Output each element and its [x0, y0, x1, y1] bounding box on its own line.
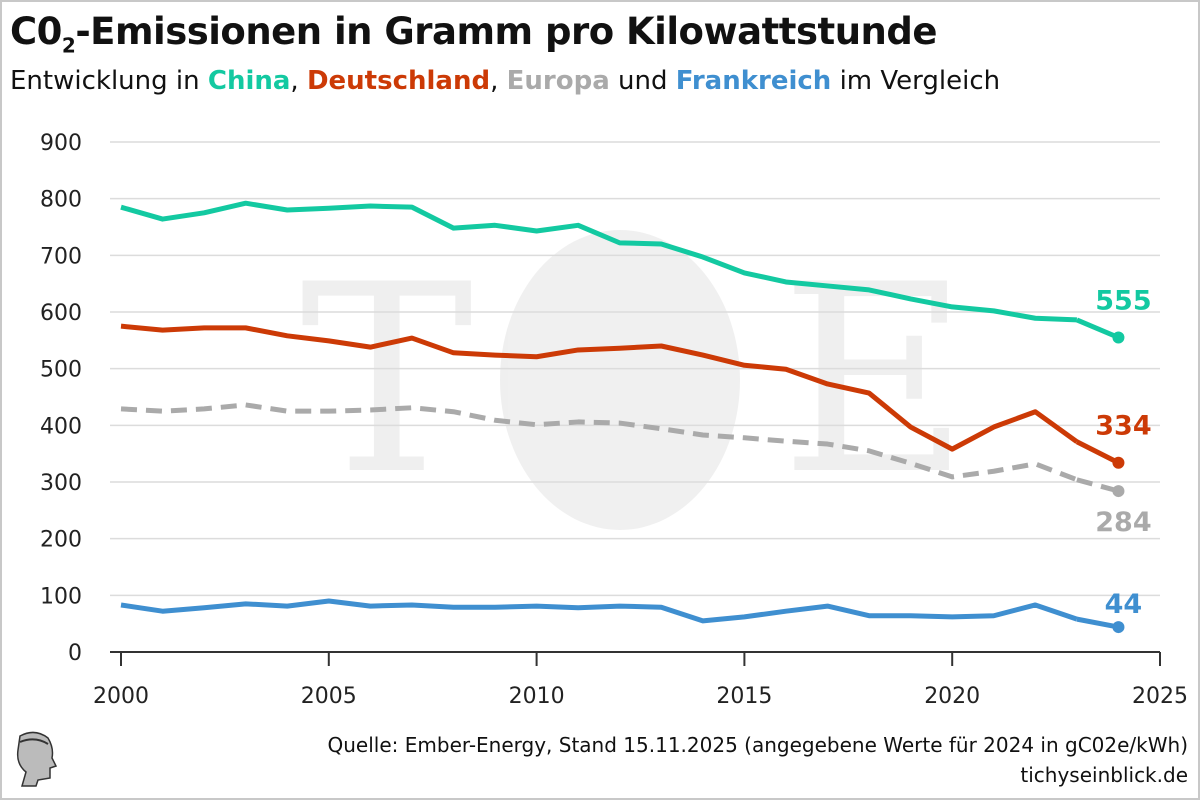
- x-tick-label: 2015: [716, 684, 772, 709]
- y-tick-label: 800: [40, 188, 82, 213]
- series-segment-europa: [1076, 477, 1120, 494]
- watermark: T E: [300, 230, 970, 532]
- source-note: Quelle: Ember-Energy, Stand 15.11.2025 (…: [327, 733, 1188, 757]
- series-segment-frankreich: [1076, 616, 1119, 630]
- y-tick-label: 900: [40, 131, 82, 156]
- end-point-frankreich: [1112, 621, 1125, 634]
- series-segment-china: [1075, 317, 1120, 340]
- series-line-china: [120, 200, 1077, 323]
- chart-subtitle: Entwicklung in China, Deutschland, Europ…: [10, 66, 1001, 96]
- end-label-deutschland: 334: [1095, 411, 1151, 442]
- end-point-deutschland: [1112, 456, 1125, 469]
- series-line-europa: [120, 402, 1078, 483]
- series-line-frankreich: [120, 598, 1078, 624]
- site-credit: tichyseinblick.de: [1020, 763, 1188, 787]
- legend-frankreich: Frankreich: [675, 66, 832, 96]
- y-tick-label: 200: [40, 528, 82, 553]
- y-tick-label: 100: [40, 584, 82, 609]
- y-tick-label: 400: [40, 414, 82, 439]
- x-tick-label: 2010: [509, 684, 565, 709]
- x-tick-label: 2025: [1132, 684, 1188, 709]
- chart-title: C02-Emissionen in Gramm pro Kilowattstun…: [10, 10, 937, 58]
- end-label-china: 555: [1095, 286, 1151, 317]
- svg-text:E: E: [780, 230, 970, 532]
- svg-text:T: T: [300, 230, 475, 532]
- series-line-deutschland: [120, 323, 1079, 452]
- y-tick-label: 700: [40, 244, 82, 269]
- y-tick-label: 300: [40, 471, 82, 496]
- end-label-frankreich: 44: [1105, 589, 1143, 620]
- series-segment-deutschland: [1075, 439, 1120, 465]
- y-tick-label: 0: [68, 641, 82, 666]
- x-tick-label: 2020: [924, 684, 980, 709]
- tichy-logo-icon: [16, 731, 58, 787]
- legend-china: China: [207, 66, 291, 96]
- y-tick-label: 600: [40, 301, 82, 326]
- x-tick-label: 2000: [93, 684, 149, 709]
- legend-europa: Europa: [506, 66, 610, 96]
- end-label-europa: 284: [1095, 507, 1151, 538]
- x-tick-label: 2005: [301, 684, 357, 709]
- end-point-china: [1112, 331, 1125, 344]
- y-tick-label: 500: [40, 358, 82, 383]
- end-point-europa: [1112, 485, 1125, 498]
- legend-deutschland: Deutschland: [306, 66, 491, 96]
